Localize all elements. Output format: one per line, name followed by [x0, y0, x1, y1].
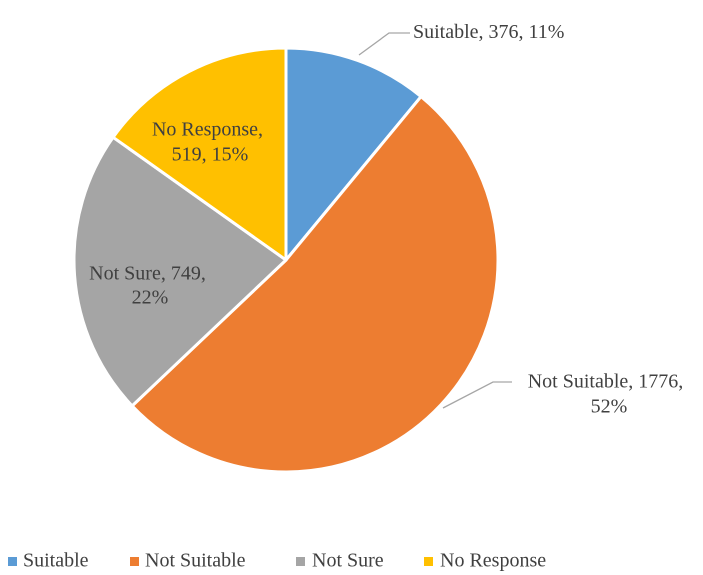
data-label-no-response: No Response, 519, 15%	[152, 114, 268, 166]
data-label-suitable: Suitable, 376, 11%	[413, 21, 564, 43]
legend-item-suitable[interactable]: Suitable	[8, 550, 89, 572]
data-label-not-suitable-line1: Not Suitable, 1776,	[528, 371, 684, 393]
data-label-not-sure-line2: 22%	[132, 287, 169, 309]
pie-slice-not-sure[interactable]	[72, 135, 288, 408]
leader-line-suitable	[358, 32, 410, 56]
legend-item-not-suitable[interactable]: Not Suitable	[130, 550, 246, 572]
pie-slice-not-suitable[interactable]	[130, 95, 500, 474]
pie-slice-suitable[interactable]	[284, 46, 423, 262]
data-label-not-suitable-line2: 52%	[591, 396, 628, 418]
legend-item-not-sure[interactable]: Not Sure	[296, 550, 384, 572]
data-label-not-suitable: Not Suitable, 1776, 52%	[528, 366, 689, 418]
leader-lines	[358, 32, 512, 409]
data-label-no-response-line2: 519, 15%	[172, 144, 249, 166]
data-label-no-response-line1: No Response,	[152, 119, 263, 141]
leader-line-not-suitable	[442, 381, 512, 409]
legend-swatch-no-response	[424, 557, 433, 566]
legend-label-not-suitable: Not Suitable	[145, 550, 246, 572]
legend-swatch-suitable	[8, 557, 17, 566]
legend-label-no-response: No Response	[440, 550, 546, 572]
legend: Suitable Not Suitable Not Sure No Respon…	[8, 550, 546, 572]
legend-swatch-not-suitable	[130, 557, 139, 566]
pie-slice-no-response[interactable]	[111, 46, 288, 262]
legend-label-suitable: Suitable	[23, 550, 89, 572]
data-labels: Suitable, 376, 11% Not Suitable, 1776, 5…	[89, 21, 689, 418]
pie-slices	[72, 46, 500, 474]
data-label-suitable-line1: Suitable, 376, 11%	[413, 21, 564, 43]
legend-swatch-not-sure	[296, 557, 305, 566]
legend-label-not-sure: Not Sure	[312, 550, 384, 572]
legend-item-no-response[interactable]: No Response	[424, 550, 546, 572]
data-label-not-sure: Not Sure, 749, 22%	[89, 258, 211, 309]
data-label-not-sure-line1: Not Sure, 749,	[89, 263, 206, 285]
